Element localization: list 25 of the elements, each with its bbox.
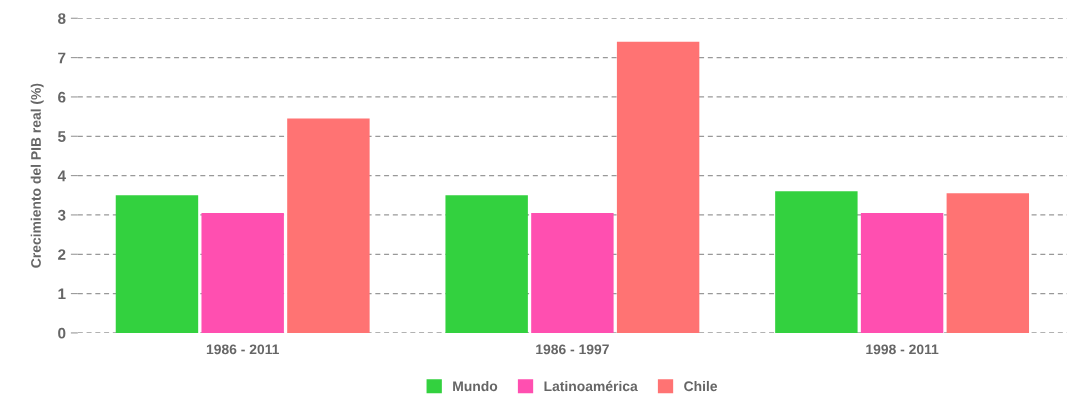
x-tick-label: 1998 - 2011 xyxy=(866,344,939,355)
bar xyxy=(201,212,284,333)
legend-label: Chile xyxy=(684,380,718,392)
y-tick-label: 2 xyxy=(58,249,66,260)
bar xyxy=(946,193,1030,333)
y-tick-label: 7 xyxy=(58,52,66,64)
y-tick-label: 8 xyxy=(58,13,66,24)
y-tick-label: 4 xyxy=(57,170,66,182)
legend-label: Latinoamérica xyxy=(544,380,638,392)
bar xyxy=(860,212,944,333)
bar xyxy=(445,195,528,333)
legend-label: Mundo xyxy=(453,380,498,392)
bar xyxy=(287,118,370,333)
y-tick-label: 5 xyxy=(58,131,66,142)
x-tick-label: 1986 - 2011 xyxy=(206,344,279,355)
y-tick-label: 3 xyxy=(57,209,66,221)
y-axis-title: Crecimiento del PIB real (%) xyxy=(30,83,44,268)
bar xyxy=(531,212,614,333)
bar xyxy=(775,191,858,333)
bar xyxy=(616,41,700,333)
bar xyxy=(115,195,199,333)
y-tick-label: 0 xyxy=(58,327,66,339)
y-tick-label: 1 xyxy=(58,288,66,300)
x-tick-label: 1986 - 1997 xyxy=(536,344,609,355)
y-tick-label: 6 xyxy=(58,91,66,103)
